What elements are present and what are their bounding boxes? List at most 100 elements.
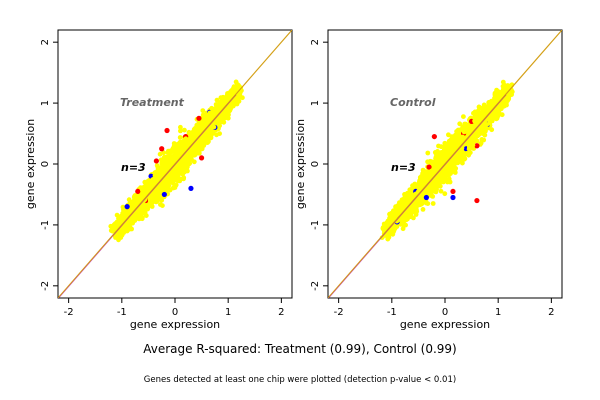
blue-data-point	[161, 191, 167, 198]
data-point	[140, 187, 145, 193]
data-point	[183, 158, 189, 164]
data-point	[181, 175, 187, 181]
y-tick-label: 2	[40, 39, 51, 45]
data-point	[157, 151, 163, 157]
x-tick-label: -1	[117, 307, 127, 318]
data-point	[182, 127, 187, 133]
data-point	[155, 187, 161, 193]
data-point	[191, 159, 197, 165]
group-annotation: Treatment	[120, 96, 185, 109]
data-point	[121, 230, 127, 235]
data-point	[175, 149, 180, 155]
data-point	[132, 193, 138, 198]
regression-line	[58, 94, 237, 298]
data-point	[460, 160, 465, 166]
data-point	[420, 207, 426, 212]
x-tick-label: 1	[225, 307, 231, 318]
data-point	[188, 152, 194, 158]
data-point	[201, 141, 207, 147]
data-point	[425, 201, 431, 207]
data-point	[201, 132, 207, 138]
data-point	[457, 121, 463, 127]
data-point	[165, 183, 170, 189]
data-point	[124, 210, 130, 216]
data-point	[222, 115, 228, 121]
sample-size-label: n=3	[121, 161, 146, 174]
data-point	[430, 201, 436, 206]
data-point	[156, 176, 162, 182]
data-point	[189, 133, 195, 139]
data-point	[177, 135, 183, 140]
plot-area	[328, 30, 562, 298]
data-point	[177, 143, 183, 149]
data-point	[213, 109, 218, 115]
data-point	[230, 103, 236, 109]
data-point	[170, 181, 176, 186]
data-point	[177, 178, 183, 184]
data-point	[438, 188, 444, 194]
data-point	[132, 197, 137, 203]
plot-area	[58, 30, 292, 298]
red-data-point	[135, 188, 141, 195]
data-point	[126, 197, 132, 203]
data-point	[185, 164, 190, 170]
x-axis-label: gene expression	[130, 318, 220, 331]
data-point	[161, 154, 167, 160]
data-point	[161, 150, 167, 156]
data-point	[385, 236, 391, 242]
blue-data-point	[124, 204, 130, 210]
data-point	[178, 128, 183, 134]
data-point	[195, 128, 201, 134]
data-point	[178, 124, 183, 130]
data-point	[192, 151, 198, 156]
data-point	[188, 148, 193, 154]
data-point	[165, 188, 171, 194]
data-point	[182, 140, 188, 146]
data-point	[417, 175, 423, 180]
data-point	[177, 170, 182, 175]
data-point	[199, 124, 205, 130]
data-point	[116, 216, 121, 221]
data-point	[235, 86, 241, 92]
data-point	[235, 96, 241, 101]
red-data-point	[164, 127, 170, 134]
data-point	[433, 151, 439, 156]
data-point	[400, 226, 406, 232]
y-tick-label: 0	[40, 161, 51, 167]
data-point	[187, 160, 193, 166]
data-point	[206, 112, 212, 117]
data-point	[438, 144, 444, 150]
data-point	[185, 168, 190, 174]
data-point	[182, 146, 188, 151]
data-point	[200, 108, 206, 113]
data-point	[447, 179, 453, 185]
data-point	[160, 203, 165, 209]
y-tick-label: -2	[40, 281, 51, 291]
data-point	[115, 220, 121, 225]
data-point	[170, 157, 175, 163]
data-point	[218, 95, 224, 101]
data-point	[413, 212, 419, 217]
red-data-point	[159, 146, 165, 152]
data-point	[157, 194, 163, 200]
y-axis-label: gene expression	[24, 119, 37, 209]
data-point	[166, 148, 171, 154]
y-tick-label: 1	[40, 100, 51, 106]
x-tick-label: 2	[278, 307, 284, 318]
data-point	[233, 79, 239, 85]
data-point	[224, 93, 230, 98]
y-tick-label: -1	[40, 220, 51, 230]
data-point	[148, 195, 154, 200]
red-data-point	[196, 115, 202, 121]
reference-diagonal-line	[58, 30, 292, 298]
data-point	[153, 170, 159, 176]
data-point	[151, 198, 157, 204]
data-point	[171, 141, 177, 146]
data-point	[240, 95, 245, 101]
data-point	[170, 185, 176, 191]
data-point	[209, 106, 215, 112]
data-point	[479, 137, 485, 142]
red-data-point	[153, 158, 159, 164]
